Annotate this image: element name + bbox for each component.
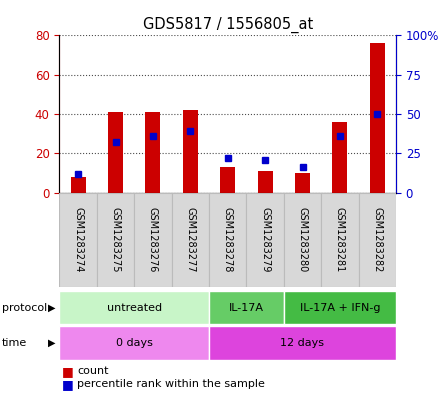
Bar <box>97 193 134 287</box>
Text: percentile rank within the sample: percentile rank within the sample <box>77 379 265 389</box>
Bar <box>220 167 235 193</box>
Bar <box>59 291 209 324</box>
Bar <box>209 326 396 360</box>
Bar <box>258 171 273 193</box>
Text: 0 days: 0 days <box>116 338 153 348</box>
Text: ■: ■ <box>62 365 73 378</box>
Text: GSM1283274: GSM1283274 <box>73 207 83 272</box>
Bar <box>333 122 348 193</box>
Title: GDS5817 / 1556805_at: GDS5817 / 1556805_at <box>143 17 313 33</box>
Bar <box>172 193 209 287</box>
Text: IL-17A: IL-17A <box>229 303 264 312</box>
Text: 12 days: 12 days <box>281 338 324 348</box>
Bar <box>209 291 284 324</box>
Text: ■: ■ <box>62 378 73 391</box>
Bar <box>59 193 97 287</box>
Bar <box>295 173 310 193</box>
Bar <box>70 177 85 193</box>
Text: GSM1283275: GSM1283275 <box>110 207 121 272</box>
Bar <box>284 193 321 287</box>
Bar <box>134 193 172 287</box>
Text: GSM1283279: GSM1283279 <box>260 207 270 272</box>
Text: ▶: ▶ <box>48 303 56 312</box>
Bar <box>145 112 161 193</box>
Bar <box>359 193 396 287</box>
Bar <box>209 193 246 287</box>
Text: untreated: untreated <box>106 303 162 312</box>
Bar <box>59 326 209 360</box>
Text: protocol: protocol <box>2 303 48 312</box>
Bar <box>284 291 396 324</box>
Bar <box>246 193 284 287</box>
Bar <box>183 110 198 193</box>
Text: GSM1283282: GSM1283282 <box>372 207 382 272</box>
Text: ▶: ▶ <box>48 338 56 348</box>
Bar <box>370 43 385 193</box>
Text: count: count <box>77 366 109 376</box>
Text: GSM1283277: GSM1283277 <box>185 207 195 272</box>
Bar <box>321 193 359 287</box>
Text: GSM1283281: GSM1283281 <box>335 207 345 272</box>
Text: GSM1283280: GSM1283280 <box>297 207 308 272</box>
Text: IL-17A + IFN-g: IL-17A + IFN-g <box>300 303 380 312</box>
Text: GSM1283278: GSM1283278 <box>223 207 233 272</box>
Bar <box>108 112 123 193</box>
Text: GSM1283276: GSM1283276 <box>148 207 158 272</box>
Text: time: time <box>2 338 27 348</box>
